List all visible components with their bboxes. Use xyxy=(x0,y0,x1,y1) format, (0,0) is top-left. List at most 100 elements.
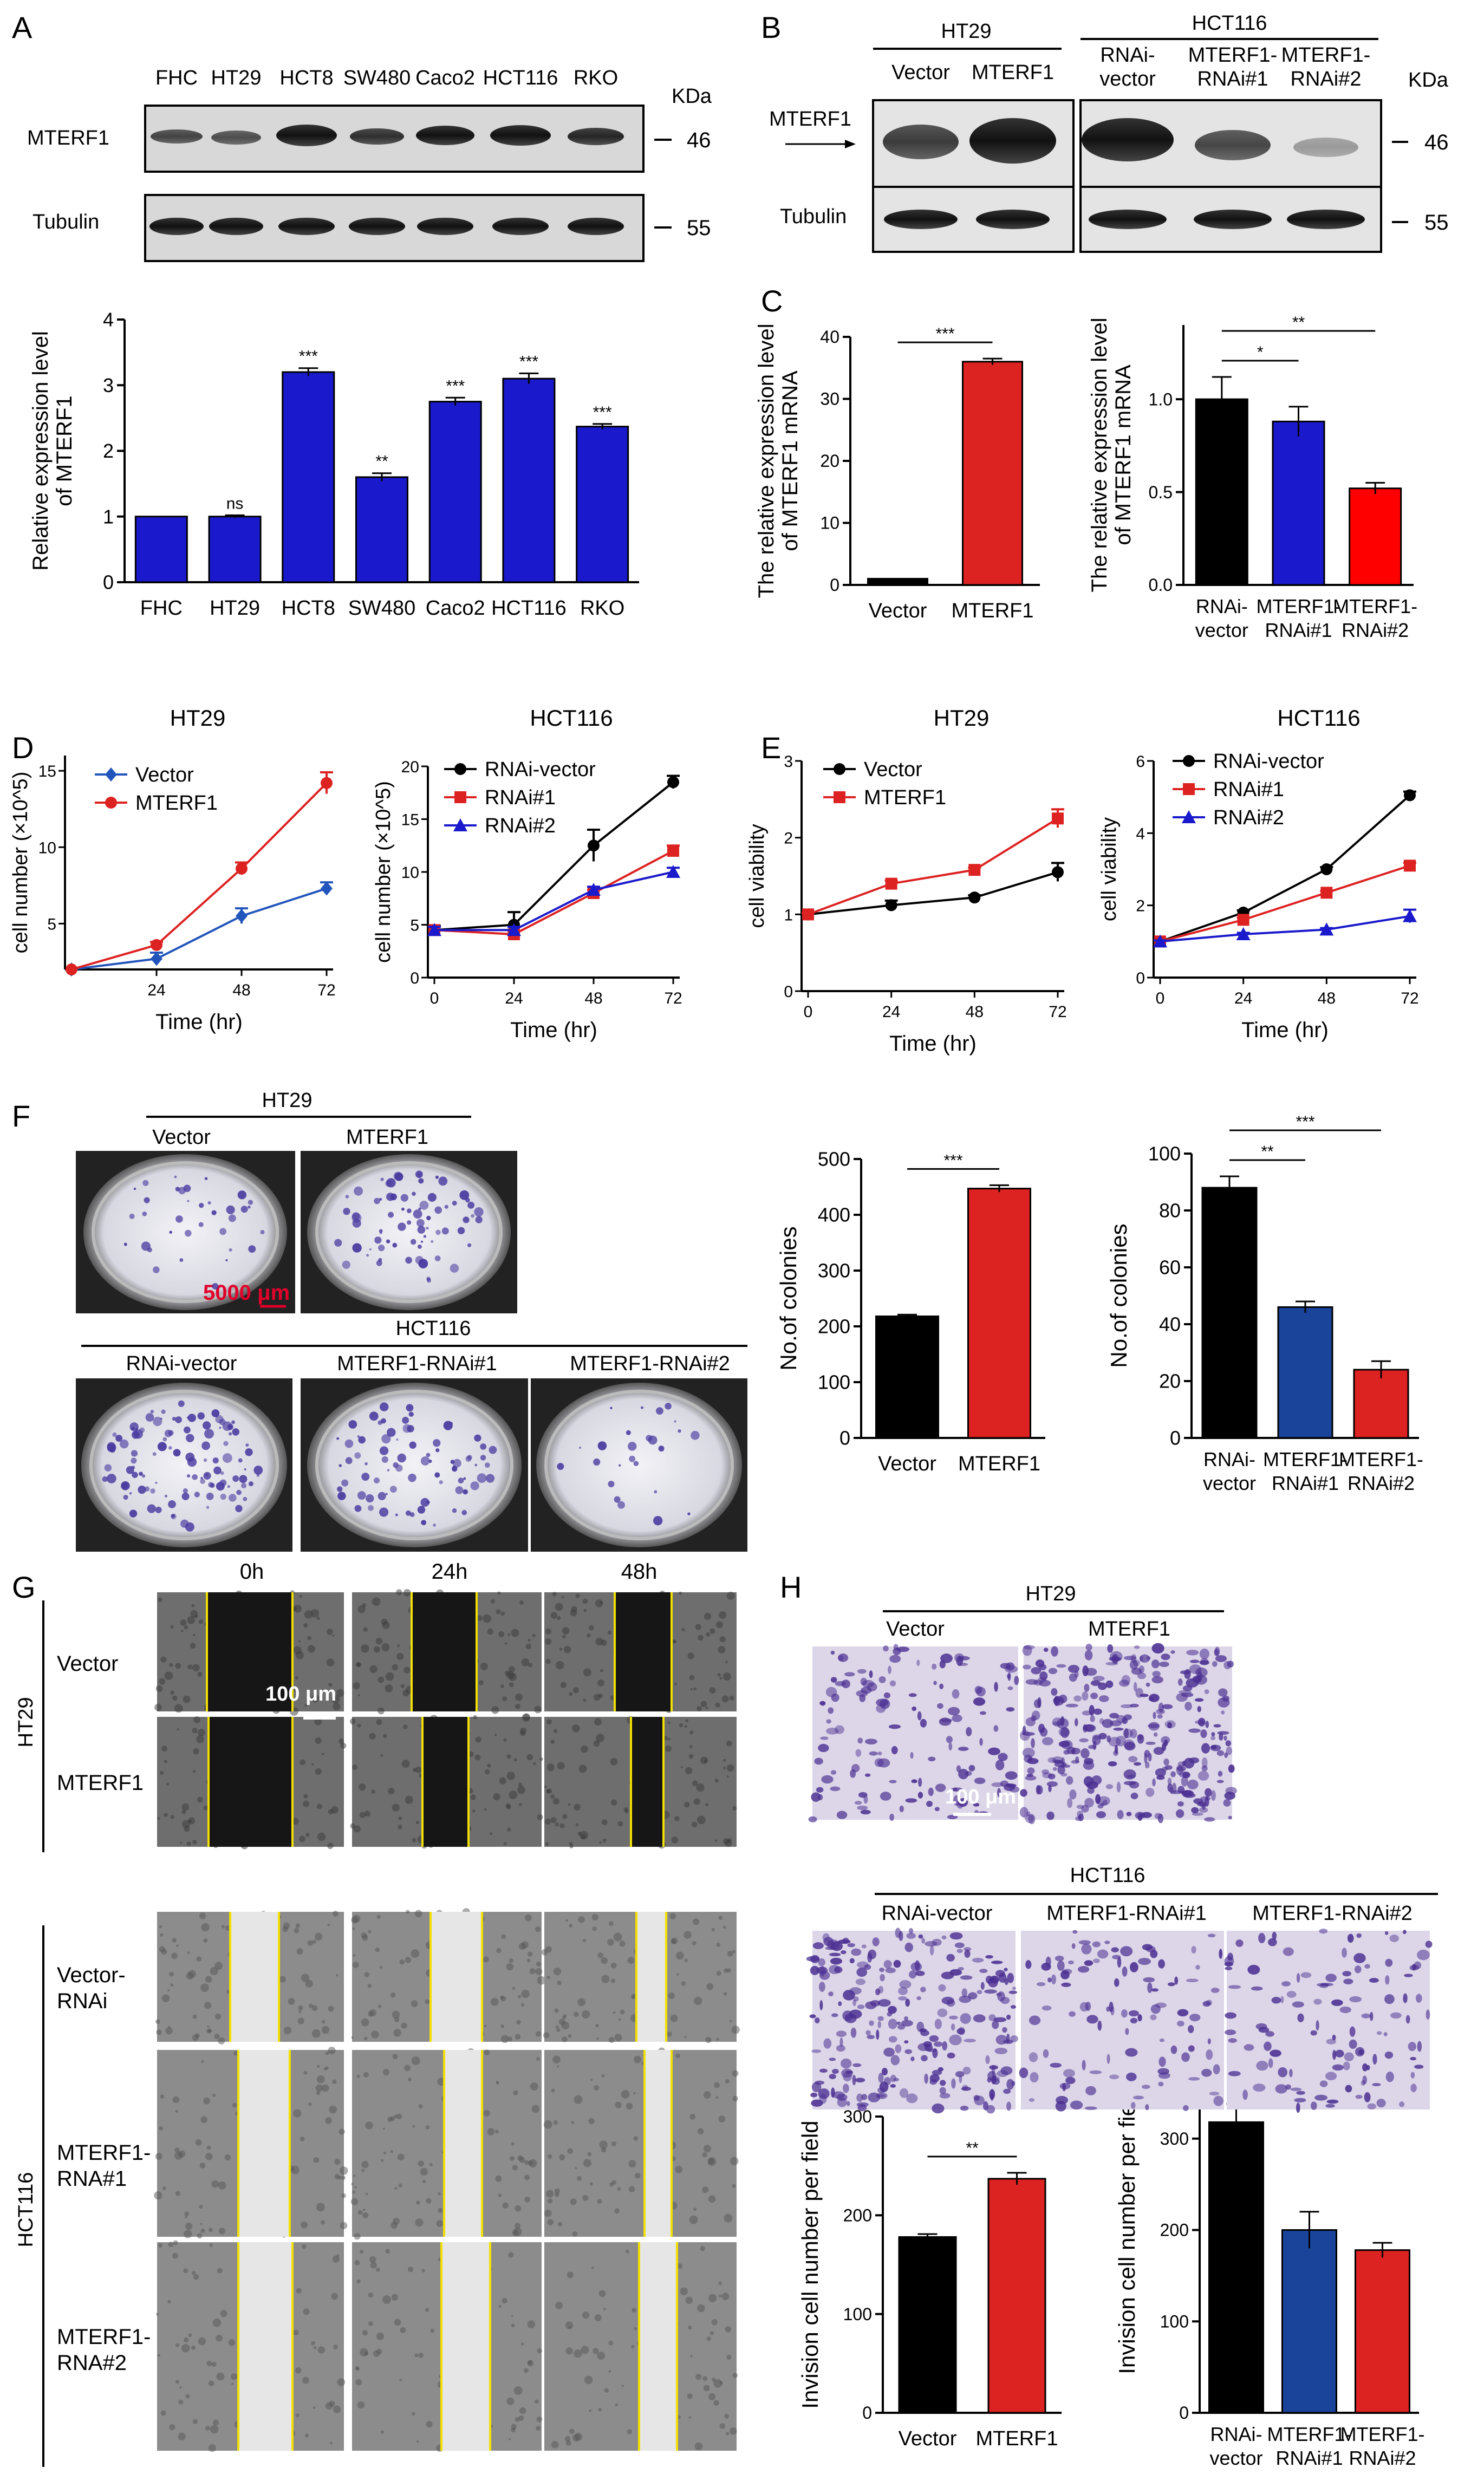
colony xyxy=(354,1505,362,1512)
invaded-cell xyxy=(1084,2106,1097,2110)
cell-texture xyxy=(317,2346,326,2354)
invaded-cell xyxy=(1086,2015,1098,2024)
invaded-cell xyxy=(1148,1753,1152,1762)
invaded-cell xyxy=(1251,1986,1263,1991)
bar xyxy=(967,1188,1031,1439)
cell-texture xyxy=(377,1707,385,1715)
cell-texture xyxy=(371,2030,379,2039)
colony xyxy=(441,1227,449,1235)
cell-texture xyxy=(513,2386,523,2395)
invaded-cell xyxy=(864,1773,871,1777)
cell-texture xyxy=(708,2294,717,2302)
cell-texture xyxy=(685,1719,688,1722)
cell-texture xyxy=(210,2425,219,2434)
cell-texture xyxy=(398,2183,402,2187)
cell-texture xyxy=(401,2022,407,2029)
cell-texture xyxy=(407,2267,414,2273)
invaded-cell xyxy=(863,1795,868,1804)
invaded-cell xyxy=(1372,2082,1381,2087)
cell-texture xyxy=(546,1763,555,1772)
invaded-cell xyxy=(1120,1946,1133,1957)
cell-texture xyxy=(596,2037,599,2040)
cell-texture xyxy=(582,1598,588,1604)
cell-texture xyxy=(613,1932,622,1942)
cell-texture xyxy=(298,1640,301,1643)
invaded-cell xyxy=(991,1961,1003,1964)
colony xyxy=(131,1457,137,1464)
blot-b-mterf1-bands xyxy=(883,118,1358,164)
colony xyxy=(467,1455,472,1460)
wound-gap xyxy=(631,1717,663,1847)
data-point xyxy=(1236,927,1251,940)
cell-texture xyxy=(321,2084,329,2092)
invaded-cell xyxy=(1098,1733,1107,1740)
colony xyxy=(123,1495,128,1500)
invaded-cell xyxy=(929,1945,934,1956)
cell-texture xyxy=(719,2381,723,2385)
cell-texture xyxy=(690,1688,693,1690)
y-tick-label: 20 xyxy=(820,451,839,471)
invaded-cell xyxy=(1114,1978,1119,1987)
colony xyxy=(334,1239,342,1247)
invaded-cell xyxy=(939,2093,951,2099)
cell-texture xyxy=(406,1910,410,1914)
data-point xyxy=(1153,934,1167,948)
invaded-cell xyxy=(1060,1970,1070,1980)
colony xyxy=(201,1441,210,1450)
invaded-cell xyxy=(899,1805,904,1813)
cell-texture xyxy=(366,2192,368,2196)
colony xyxy=(452,1508,457,1513)
cell-texture xyxy=(513,2227,522,2236)
cell-texture xyxy=(160,1656,167,1663)
invaded-cell xyxy=(962,2067,971,2075)
colony xyxy=(227,1485,230,1488)
cell-texture xyxy=(192,1839,197,1845)
invaded-cell xyxy=(951,2023,955,2031)
invaded-cell xyxy=(1325,2104,1335,2108)
colony xyxy=(477,1473,487,1483)
cell-texture xyxy=(172,2096,180,2104)
cell-texture xyxy=(519,1600,524,1605)
invaded-cell xyxy=(1025,1960,1032,1969)
invaded-cell xyxy=(1171,1782,1177,1793)
blot-a-mw-marker: 46 xyxy=(687,128,711,152)
colony xyxy=(248,1200,253,1205)
cell-texture xyxy=(353,1682,360,1690)
cell-texture xyxy=(577,2176,582,2181)
cell-texture xyxy=(697,1706,702,1711)
blot-b-lane-label: RNAi#1 xyxy=(1197,68,1268,90)
invaded-cell xyxy=(901,2020,913,2027)
cell-texture xyxy=(175,1663,181,1669)
colony xyxy=(674,1420,676,1423)
colony xyxy=(240,1482,247,1489)
panel-letter-a: A xyxy=(12,10,32,44)
colony xyxy=(240,1206,248,1213)
invaded-cell xyxy=(1072,1930,1078,1934)
x-tick-label: vector xyxy=(1203,1472,1256,1494)
colony xyxy=(231,1420,235,1424)
cell-texture xyxy=(562,1627,570,1635)
invaded-cell xyxy=(1105,1680,1114,1688)
colony xyxy=(423,1235,427,1238)
x-tick-label: 48 xyxy=(232,981,250,999)
invaded-cell xyxy=(855,2078,865,2083)
cell-texture xyxy=(426,2198,432,2204)
colony xyxy=(452,1466,458,1472)
cell-texture xyxy=(480,1662,488,1671)
data-point xyxy=(1237,914,1249,926)
invaded-cell xyxy=(1082,1691,1089,1701)
invaded-cell xyxy=(899,1931,903,1942)
colony xyxy=(618,1464,621,1467)
y-tick-label: 2 xyxy=(784,830,793,848)
cell-texture xyxy=(330,2442,333,2445)
colony xyxy=(627,1442,637,1451)
blot-b-mw-marker: 55 xyxy=(1424,211,1449,235)
invaded-cell xyxy=(1258,1932,1266,1944)
cell-texture xyxy=(399,1959,405,1965)
wound-gap xyxy=(639,2242,677,2451)
colony xyxy=(474,1207,484,1217)
colony xyxy=(232,1475,239,1482)
colony xyxy=(629,1455,636,1462)
wound-tile xyxy=(544,2050,737,2237)
cell-texture xyxy=(520,2342,524,2346)
